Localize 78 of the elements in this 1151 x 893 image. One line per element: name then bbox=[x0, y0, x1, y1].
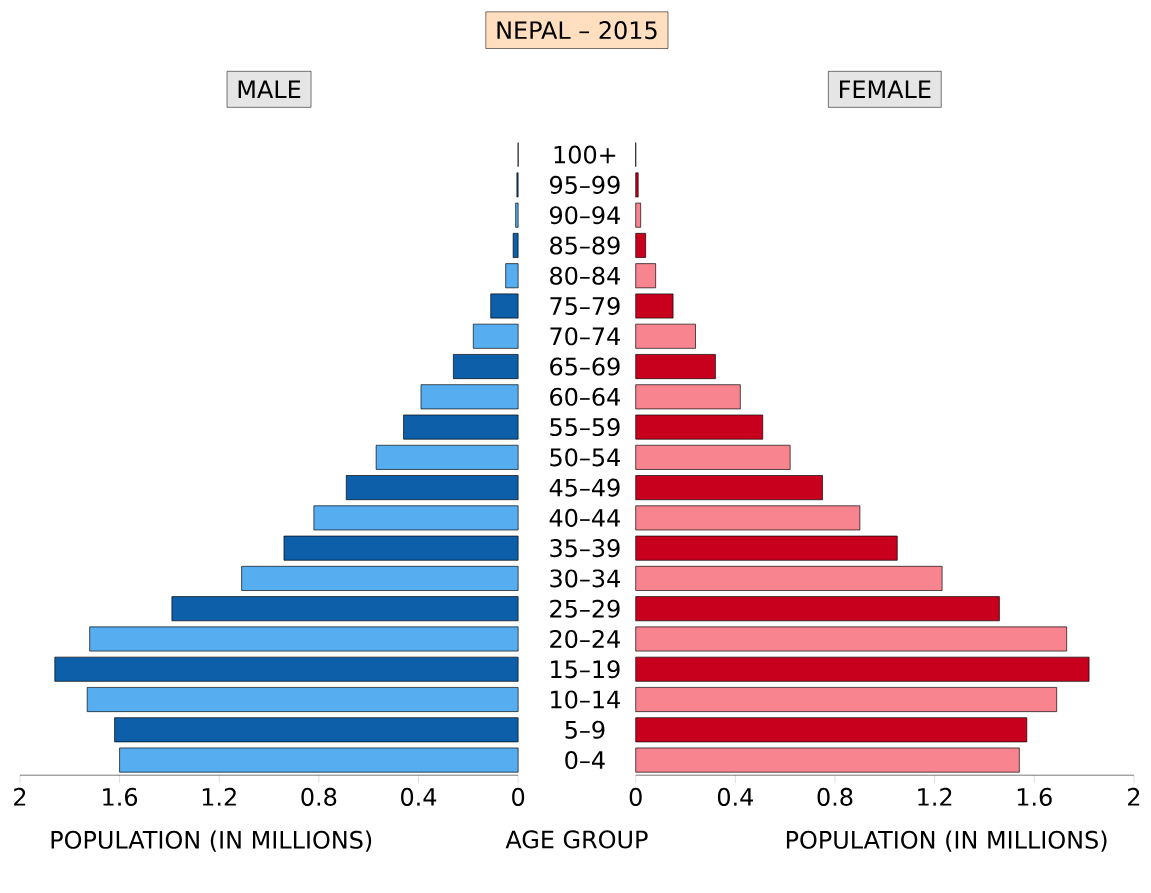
y-tick-label: 0–4 bbox=[565, 751, 605, 770]
bar bbox=[472, 323, 519, 349]
bar bbox=[635, 626, 1067, 652]
bar bbox=[635, 566, 943, 591]
bar bbox=[635, 445, 791, 470]
y-tick-label: 60–64 bbox=[550, 387, 620, 406]
bar bbox=[635, 475, 823, 501]
x-tick-label: 2 bbox=[14, 787, 26, 806]
bar bbox=[635, 717, 1028, 743]
y-tick-label: 30–34 bbox=[550, 569, 620, 588]
y-tick-label: 65–69 bbox=[550, 357, 620, 376]
y-tick-label: 35–39 bbox=[550, 539, 620, 558]
y-tick-label: 85–89 bbox=[550, 236, 620, 255]
y-axis-title: AGE GROUP bbox=[505, 830, 648, 849]
bar bbox=[420, 384, 519, 410]
bar bbox=[505, 263, 519, 289]
bar bbox=[403, 414, 519, 440]
bar bbox=[283, 535, 519, 561]
bar bbox=[241, 566, 519, 591]
bar bbox=[635, 747, 1020, 773]
bar bbox=[512, 233, 519, 258]
bar bbox=[635, 233, 647, 258]
bar bbox=[635, 414, 764, 440]
x-tick-label: 0 bbox=[629, 787, 642, 807]
bar bbox=[635, 656, 1090, 682]
y-tick-label: 90–94 bbox=[549, 206, 620, 225]
y-tick-label: 70–74 bbox=[550, 327, 620, 346]
bar bbox=[375, 445, 519, 470]
y-tick-label: 40–44 bbox=[549, 508, 620, 528]
bar bbox=[635, 293, 674, 319]
y-tick-label: 55–59 bbox=[550, 418, 620, 437]
bar bbox=[635, 505, 861, 531]
x-tick-label: 1.6 bbox=[1017, 787, 1052, 807]
x-tick-label: 0 bbox=[512, 787, 525, 807]
x-tick-label: 1.2 bbox=[202, 787, 236, 806]
bar bbox=[89, 626, 519, 652]
bar bbox=[635, 596, 1000, 622]
bar bbox=[114, 717, 519, 743]
x-axis-title: POPULATION (IN MILLIONS) bbox=[51, 830, 372, 852]
bar bbox=[635, 354, 716, 380]
y-tick-label: 80–84 bbox=[550, 266, 620, 285]
y-tick-label: 95–99 bbox=[549, 175, 620, 195]
y-tick-label: 5–9 bbox=[565, 720, 605, 739]
y-tick-label: 10–14 bbox=[551, 690, 620, 709]
chart-title: MALE bbox=[238, 80, 301, 99]
x-tick-label: 2 bbox=[1128, 787, 1140, 806]
bar bbox=[635, 535, 898, 561]
bar bbox=[313, 505, 519, 531]
y-tick-label: 25–29 bbox=[550, 599, 620, 618]
y-tick-label: 75–79 bbox=[550, 297, 620, 316]
bar bbox=[635, 384, 741, 410]
y-tick-label: 45–49 bbox=[549, 478, 620, 497]
x-tick-label: 0.8 bbox=[817, 787, 853, 807]
text: NEPAL – 2015 bbox=[497, 21, 657, 40]
bar bbox=[54, 656, 519, 682]
x-tick-label: 0.4 bbox=[717, 787, 754, 807]
bar bbox=[119, 747, 519, 773]
bar bbox=[635, 323, 696, 349]
x-tick-label: 1.2 bbox=[918, 787, 952, 806]
x-tick-label: 0.8 bbox=[301, 787, 337, 807]
bar bbox=[635, 263, 656, 289]
x-tick-label: 0.4 bbox=[401, 787, 437, 807]
bar bbox=[635, 687, 1058, 713]
y-tick-label: 15–19 bbox=[551, 660, 620, 679]
chart-title: FEMALE bbox=[840, 80, 931, 99]
bar bbox=[490, 293, 519, 319]
bar bbox=[635, 202, 642, 228]
y-tick-label: 50–54 bbox=[550, 448, 620, 467]
bar bbox=[86, 687, 519, 713]
y-tick-label: 100+ bbox=[554, 145, 616, 164]
bar bbox=[635, 172, 639, 198]
bar bbox=[515, 202, 519, 228]
x-tick-label: 1.6 bbox=[103, 787, 138, 807]
bar bbox=[453, 354, 519, 380]
bar bbox=[345, 475, 519, 501]
x-axis-title: POPULATION (IN MILLIONS) bbox=[786, 830, 1107, 852]
y-tick-label: 20–24 bbox=[550, 630, 620, 649]
bar bbox=[171, 596, 519, 622]
